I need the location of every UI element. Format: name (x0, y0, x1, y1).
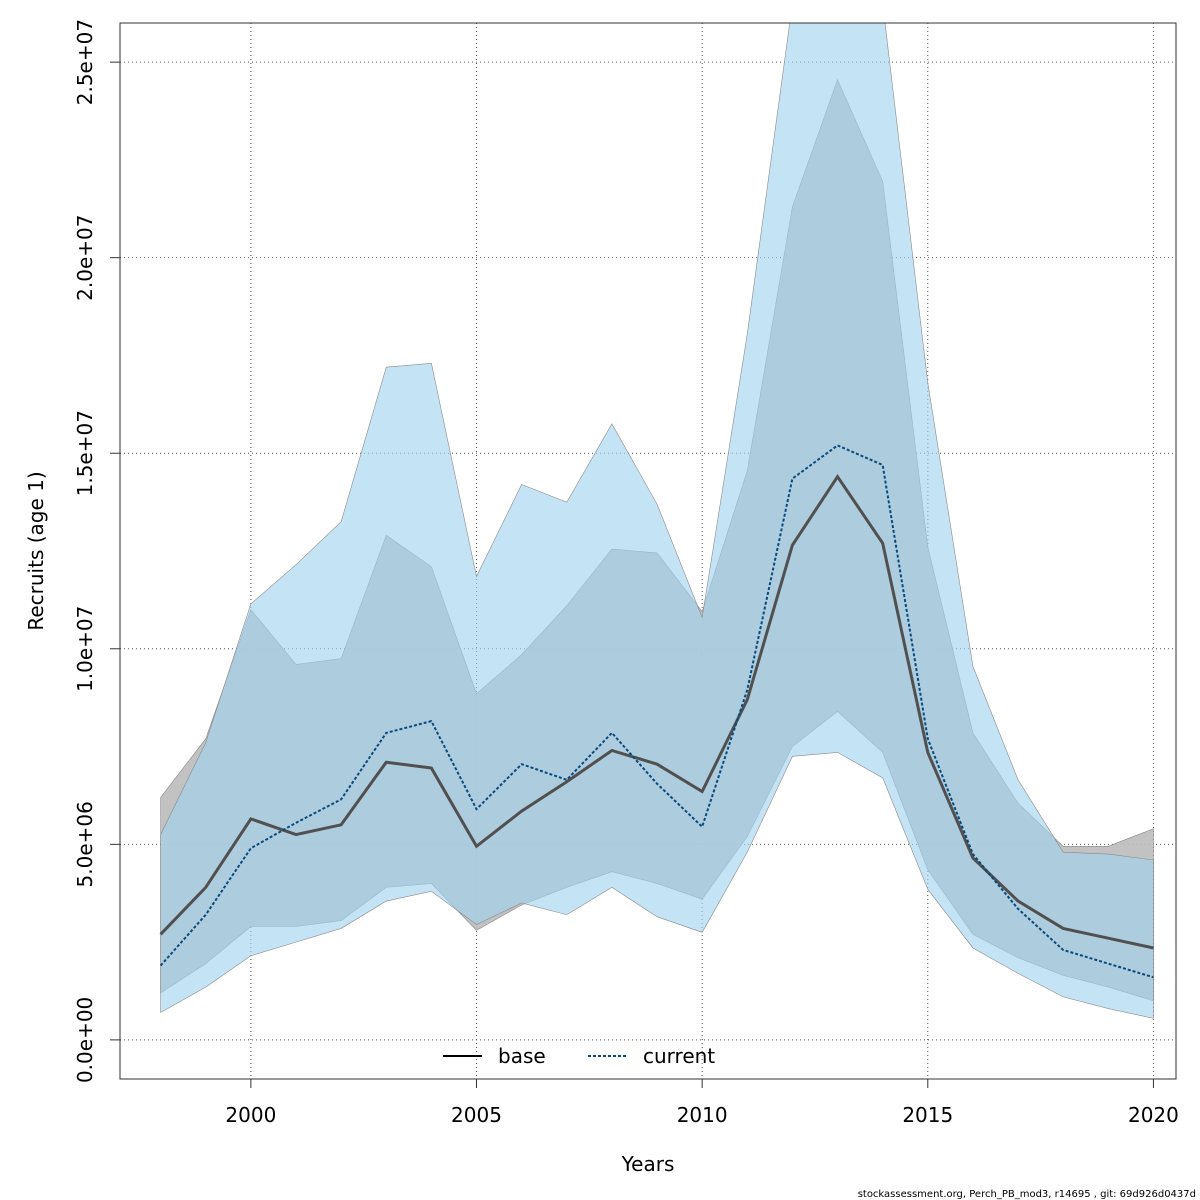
y-tick-label: 1.0e+07 (73, 606, 97, 692)
plot-frame (119, 22, 1177, 1080)
x-tick-label: 2020 (1128, 1103, 1179, 1127)
y-tick-label: 2.5e+07 (73, 19, 97, 105)
y-tick-label: 0.0e+00 (73, 997, 97, 1083)
line-current (159, 444, 1154, 979)
legend: base current (443, 1044, 715, 1068)
x-tick-label: 2005 (451, 1103, 502, 1127)
band-current (160, 23, 1154, 1019)
x-tick-label: 2000 (225, 1103, 276, 1127)
x-tick-label: 2010 (677, 1103, 728, 1127)
x-axis: 2000 2005 2010 2015 2020 (225, 1079, 1179, 1127)
confidence-bands (160, 23, 1154, 1019)
legend-label-base: base (498, 1044, 546, 1068)
series-lines (159, 444, 1154, 979)
line-base (159, 473, 1154, 950)
x-tick-label: 2015 (902, 1103, 953, 1127)
legend-label-current: current (643, 1044, 715, 1068)
y-axis-title: Recruits (age 1) (24, 471, 48, 630)
footer-credit: stockassessment.org, Perch_PB_mod3, r146… (858, 1189, 1196, 1200)
y-tick-label: 5.0e+06 (73, 801, 97, 887)
y-axis: 0.0e+00 5.0e+06 1.0e+07 1.5e+07 2.0e+07 2.5e+… (73, 19, 120, 1083)
y-tick-label: 1.5e+07 (73, 410, 97, 496)
y-tick-label: 2.0e+07 (73, 215, 97, 301)
x-axis-title: Years (621, 1152, 675, 1176)
